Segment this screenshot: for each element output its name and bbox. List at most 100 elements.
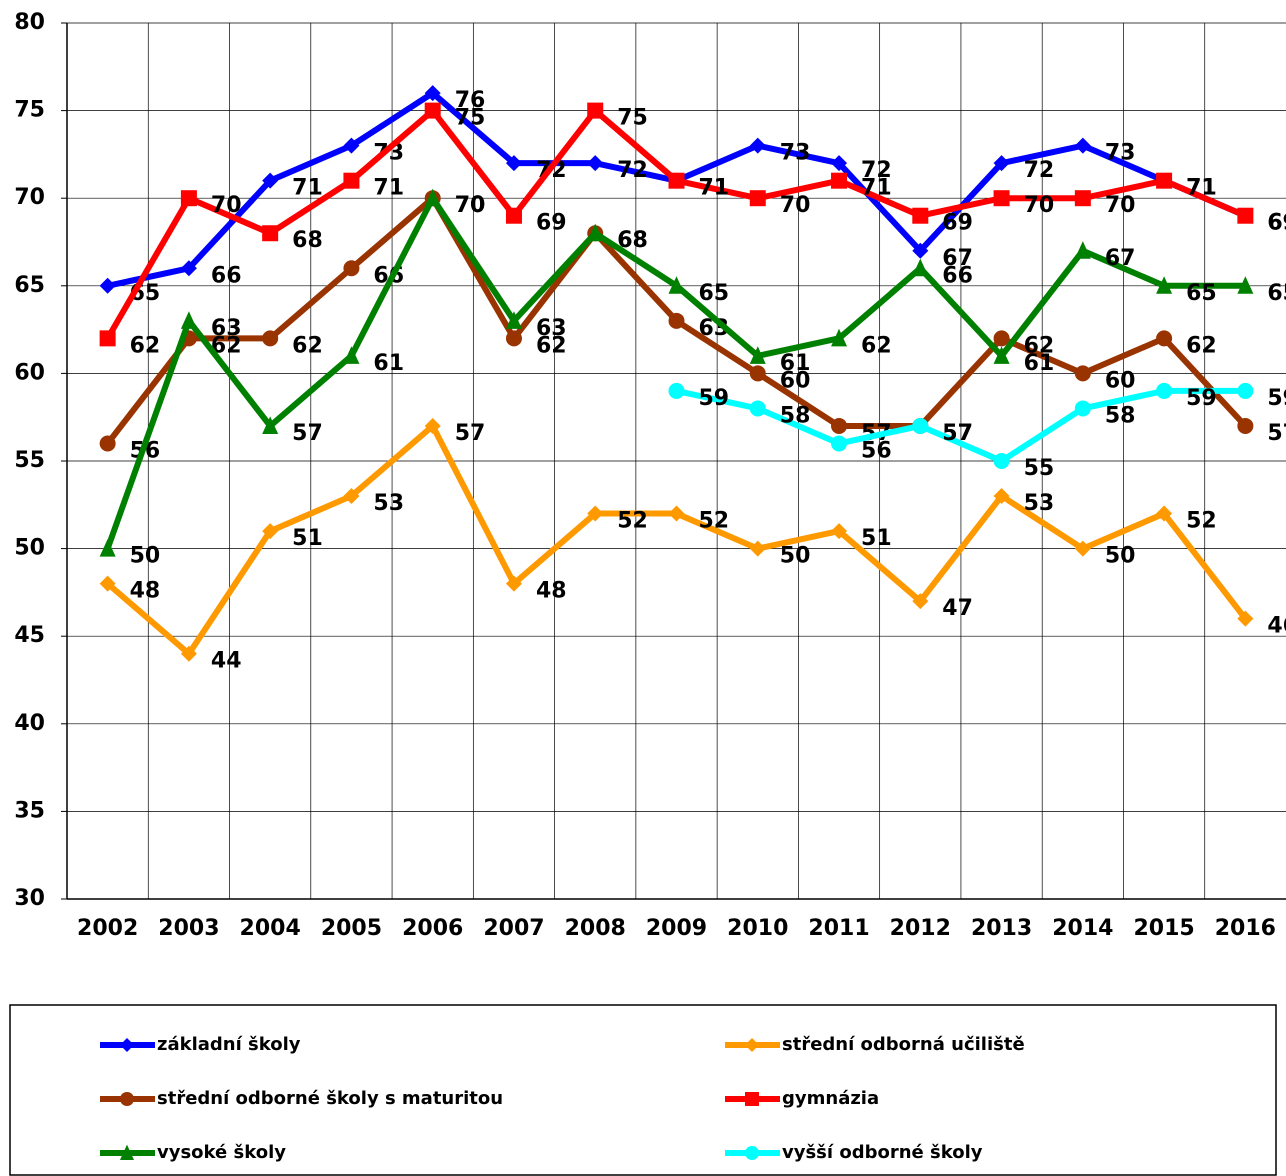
y-tick-label: 50 [14,536,45,561]
data-label: 59 [1186,386,1217,411]
data-label: 61 [373,351,404,376]
data-label: 66 [942,263,973,288]
y-tick-label: 80 [14,10,45,35]
legend-label: střední odborné školy s maturitou [157,1088,503,1109]
marker [912,417,929,434]
legend-marker [745,1092,759,1106]
data-label: 60 [780,368,811,393]
marker [993,330,1010,347]
marker [912,258,929,277]
marker [749,137,766,154]
marker [262,330,279,347]
data-label: 71 [861,176,892,201]
data-label: 62 [292,333,323,358]
marker [1156,172,1173,189]
legend-label: základní školy [157,1034,301,1055]
marker [262,416,279,434]
y-tick-label: 75 [14,98,45,123]
marker [668,382,685,399]
data-label: 61 [780,351,811,376]
data-label: 51 [861,526,892,551]
marker [993,155,1010,172]
data-label: 72 [617,158,648,183]
marker [668,505,685,522]
x-tick-label: 2002 [77,916,138,941]
marker [1074,241,1091,259]
x-tick-label: 2010 [727,916,788,941]
data-label: 53 [373,491,404,516]
data-label: 58 [1105,403,1136,428]
data-label: 75 [617,106,648,131]
data-label: 69 [1267,211,1286,236]
data-label: 68 [617,228,648,253]
data-label: 52 [699,509,730,534]
marker [912,207,929,224]
marker [343,346,360,364]
x-tick-label: 2008 [565,916,626,941]
data-label: 72 [1024,158,1055,183]
data-label: 51 [292,526,323,551]
legend-label: střední odborná učiliště [782,1034,1025,1055]
data-label: 70 [211,193,242,218]
legend-marker [120,1038,134,1052]
data-label: 53 [1024,491,1055,516]
marker [505,207,522,224]
marker [993,346,1010,364]
marker [99,435,116,452]
data-label: 62 [1186,333,1217,358]
data-label: 73 [780,141,811,166]
data-label: 62 [861,333,892,358]
marker [668,172,685,189]
y-tick-label: 70 [14,185,45,210]
data-label: 59 [699,386,730,411]
marker [505,311,522,329]
marker [180,260,197,277]
marker [831,328,848,347]
marker [587,102,604,119]
data-label: 63 [536,316,567,341]
marker [1237,207,1254,224]
data-label: 69 [536,211,567,236]
marker [1237,382,1254,399]
marker [993,488,1010,505]
marker [912,242,929,259]
marker [587,155,604,172]
data-label: 70 [1024,193,1055,218]
marker [749,540,766,557]
marker [749,346,766,364]
data-label: 65 [699,281,730,306]
marker [99,277,116,294]
marker [1156,382,1173,399]
marker [587,223,604,242]
marker [99,575,116,592]
data-label: 58 [780,403,811,428]
marker [1237,276,1254,294]
legend-marker [745,1038,759,1052]
data-label: 69 [942,211,973,236]
marker [993,453,1010,469]
data-label: 57 [942,421,973,446]
marker [180,190,197,207]
data-label: 50 [780,544,811,569]
legend-marker [120,1144,134,1160]
x-tick-label: 2003 [158,916,219,941]
marker [831,523,848,540]
marker [343,172,360,189]
marker [180,645,197,662]
data-label: 52 [617,509,648,534]
data-label: 71 [1186,176,1217,201]
marker [262,225,279,242]
x-tick-label: 2014 [1052,916,1113,941]
marker [505,330,522,347]
data-label: 73 [373,141,404,166]
x-tick-label: 2009 [646,916,707,941]
marker [912,593,929,610]
data-label: 47 [942,596,973,621]
y-tick-label: 40 [14,711,45,736]
legend-marker [120,1092,134,1106]
data-label: 48 [536,579,567,604]
data-label: 68 [292,228,323,253]
marker [99,539,116,557]
x-tick-label: 2004 [240,916,301,941]
data-label: 62 [536,333,567,358]
